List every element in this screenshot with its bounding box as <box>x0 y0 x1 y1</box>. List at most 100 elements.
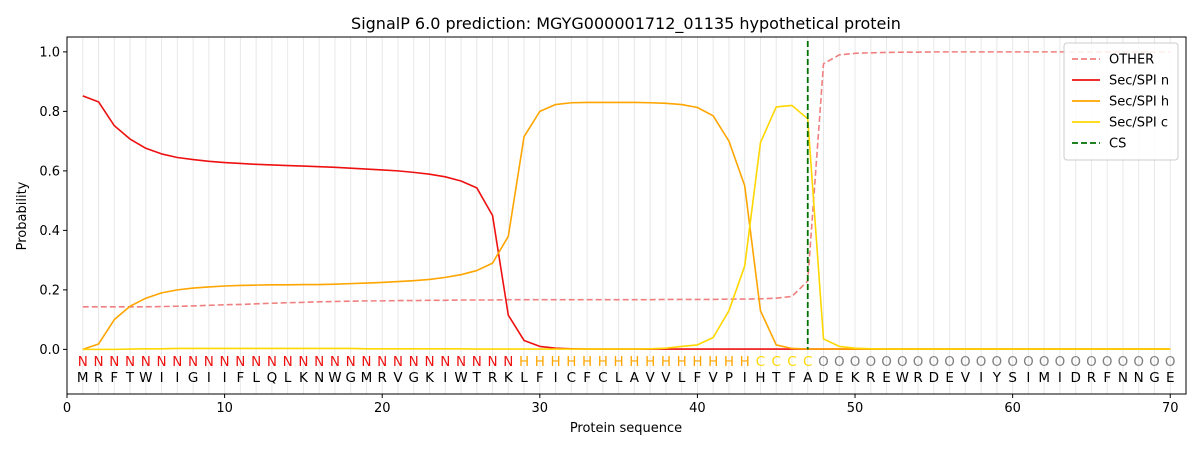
region-label: O <box>850 354 861 370</box>
y-tick-label: 0.2 <box>39 283 60 298</box>
region-label: O <box>865 354 876 370</box>
residue-label: T <box>472 370 482 386</box>
region-label: N <box>220 354 230 370</box>
residue-label: Y <box>992 370 1002 386</box>
region-label: N <box>424 354 434 370</box>
region-label: N <box>283 354 293 370</box>
region-label: N <box>487 354 497 370</box>
residue-label: V <box>709 370 719 386</box>
region-label: N <box>78 354 88 370</box>
region-label: O <box>1023 354 1034 370</box>
residue-label: L <box>520 370 528 386</box>
residue-label: V <box>961 370 971 386</box>
region-label: H <box>519 354 529 370</box>
residue-label: I <box>175 370 179 386</box>
y-tick-label: 0.4 <box>39 224 60 239</box>
region-label: H <box>535 354 545 370</box>
x-tick-label: 0 <box>63 401 71 416</box>
legend: OTHER Sec/SPI n Sec/SPI h Sec/SPI c CS <box>1063 42 1179 161</box>
region-label: H <box>677 354 687 370</box>
region-label: O <box>1118 354 1129 370</box>
residue-label: P <box>725 370 733 386</box>
region-label: N <box>440 354 450 370</box>
region-label: C <box>756 354 765 370</box>
residue-label: M <box>361 370 373 386</box>
y-axis-title: Probability <box>15 181 30 250</box>
region-label: H <box>550 354 560 370</box>
chart-title: SignalP 6.0 prediction: MGYG000001712_01… <box>351 14 901 34</box>
region-label: H <box>629 354 639 370</box>
x-tick-label: 40 <box>689 401 706 416</box>
residue-label: N <box>1118 370 1128 386</box>
region-label: N <box>472 354 482 370</box>
region-label: N <box>251 354 261 370</box>
residue-label: I <box>1058 370 1062 386</box>
region-label: O <box>1070 354 1081 370</box>
region-label: H <box>661 354 671 370</box>
residue-label: H <box>755 370 765 386</box>
legend-label: Sec/SPI c <box>1109 116 1168 131</box>
residue-label: W <box>139 370 152 386</box>
region-label: N <box>503 354 513 370</box>
region-label: N <box>330 354 340 370</box>
region-label: O <box>913 354 924 370</box>
residue-label: R <box>488 370 497 386</box>
residue-label: F <box>236 370 244 386</box>
region-label: H <box>598 354 608 370</box>
region-label: O <box>992 354 1003 370</box>
residue-label: N <box>1134 370 1144 386</box>
region-label: H <box>740 354 750 370</box>
region-label: N <box>141 354 151 370</box>
residue-label: D <box>818 370 828 386</box>
x-axis-ticks: 0 10 20 30 40 50 60 70 <box>63 394 1179 416</box>
region-label: O <box>897 354 908 370</box>
region-label: N <box>204 354 214 370</box>
region-label: N <box>93 354 103 370</box>
x-tick-label: 70 <box>1162 401 1179 416</box>
region-label: O <box>976 354 987 370</box>
region-label: N <box>393 354 403 370</box>
residue-label: W <box>454 370 467 386</box>
x-tick-label: 10 <box>216 401 233 416</box>
region-label: C <box>772 354 781 370</box>
region-label: H <box>582 354 592 370</box>
region-label: O <box>818 354 829 370</box>
residue-label: C <box>598 370 607 386</box>
residue-label: I <box>743 370 747 386</box>
residue-label: R <box>866 370 875 386</box>
residue-label: D <box>929 370 939 386</box>
residue-label: I <box>207 370 211 386</box>
residue-label: M <box>77 370 89 386</box>
residue-label: Q <box>267 370 278 386</box>
residue-label: G <box>345 370 355 386</box>
residue-label: F <box>694 370 702 386</box>
residue-label: G <box>1149 370 1159 386</box>
region-label: N <box>298 354 308 370</box>
residue-label: F <box>1103 370 1111 386</box>
region-label: O <box>1007 354 1018 370</box>
residue-label: K <box>299 370 309 386</box>
residue-label: G <box>408 370 418 386</box>
residue-label: L <box>615 370 623 386</box>
residue-label: L <box>252 370 260 386</box>
residue-label: K <box>504 370 514 386</box>
region-label: O <box>1039 354 1050 370</box>
residue-label: F <box>110 370 118 386</box>
region-label: O <box>1086 354 1097 370</box>
residue-label: S <box>1008 370 1017 386</box>
residue-label: F <box>536 370 544 386</box>
region-label: N <box>377 354 387 370</box>
series-line-sec-spi-h <box>82 101 1171 351</box>
region-label: N <box>346 354 356 370</box>
residue-label: W <box>328 370 341 386</box>
x-tick-label: 60 <box>1004 401 1021 416</box>
residue-label: K <box>425 370 435 386</box>
residue-label: L <box>284 370 292 386</box>
y-tick-label: 0.8 <box>39 105 60 120</box>
region-label: O <box>960 354 971 370</box>
series-lines <box>82 41 1171 351</box>
region-label: N <box>235 354 245 370</box>
residue-label: T <box>771 370 781 386</box>
region-label: O <box>1055 354 1066 370</box>
